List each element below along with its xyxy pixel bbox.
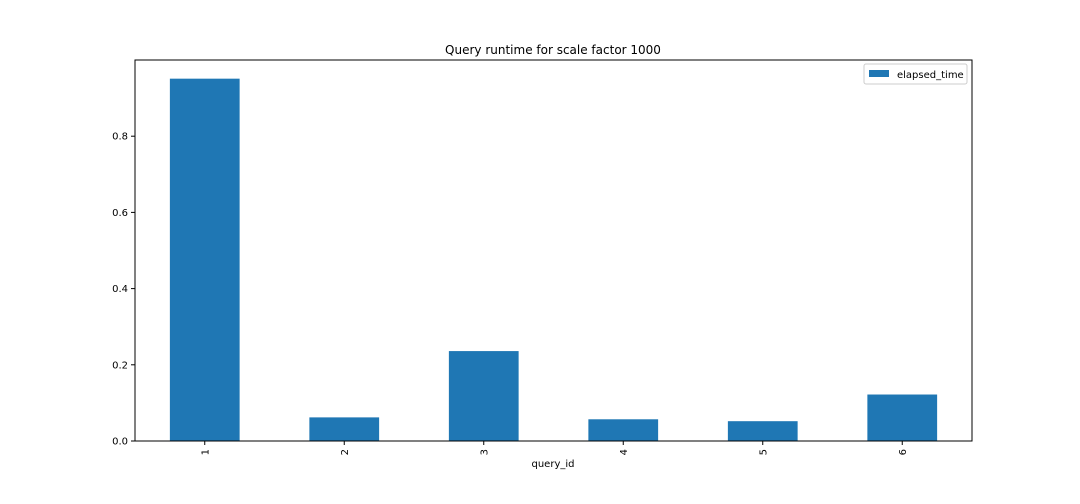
bars-group: [169, 78, 938, 441]
x-tick-label-1: 1: [200, 449, 211, 455]
x-tick-label-2: 2: [340, 449, 351, 455]
bar-3: [448, 351, 519, 441]
legend-box: [863, 63, 968, 85]
x-axis-label: query_id: [532, 459, 575, 470]
legend-swatch: [869, 70, 889, 77]
plot-frame: [134, 59, 973, 442]
chart-title: Query runtime for scale factor 1000: [445, 43, 661, 57]
x-axis: 1 2 3 4 5 6: [200, 441, 909, 455]
legend-label-elapsed-time: elapsed_time: [897, 70, 964, 81]
bar-1: [169, 78, 240, 441]
y-tick-label-0.4: 0.4: [112, 284, 128, 295]
y-tick-label-0.0: 0.0: [112, 437, 128, 448]
y-tick-label-0.6: 0.6: [112, 208, 128, 219]
x-tick-label-6: 6: [898, 449, 909, 455]
bar-2: [309, 417, 380, 441]
legend: elapsed_time: [863, 63, 968, 85]
x-tick-label-5: 5: [758, 449, 769, 455]
bar-4: [588, 419, 659, 441]
x-tick-label-3: 3: [479, 449, 490, 455]
bar-6: [867, 394, 938, 441]
y-tick-label-0.2: 0.2: [112, 360, 128, 371]
y-tick-label-0.8: 0.8: [112, 132, 128, 143]
bar-5: [727, 421, 798, 441]
x-tick-label-4: 4: [619, 449, 630, 455]
y-axis: 0.0 0.2 0.4 0.6 0.8: [112, 132, 135, 448]
